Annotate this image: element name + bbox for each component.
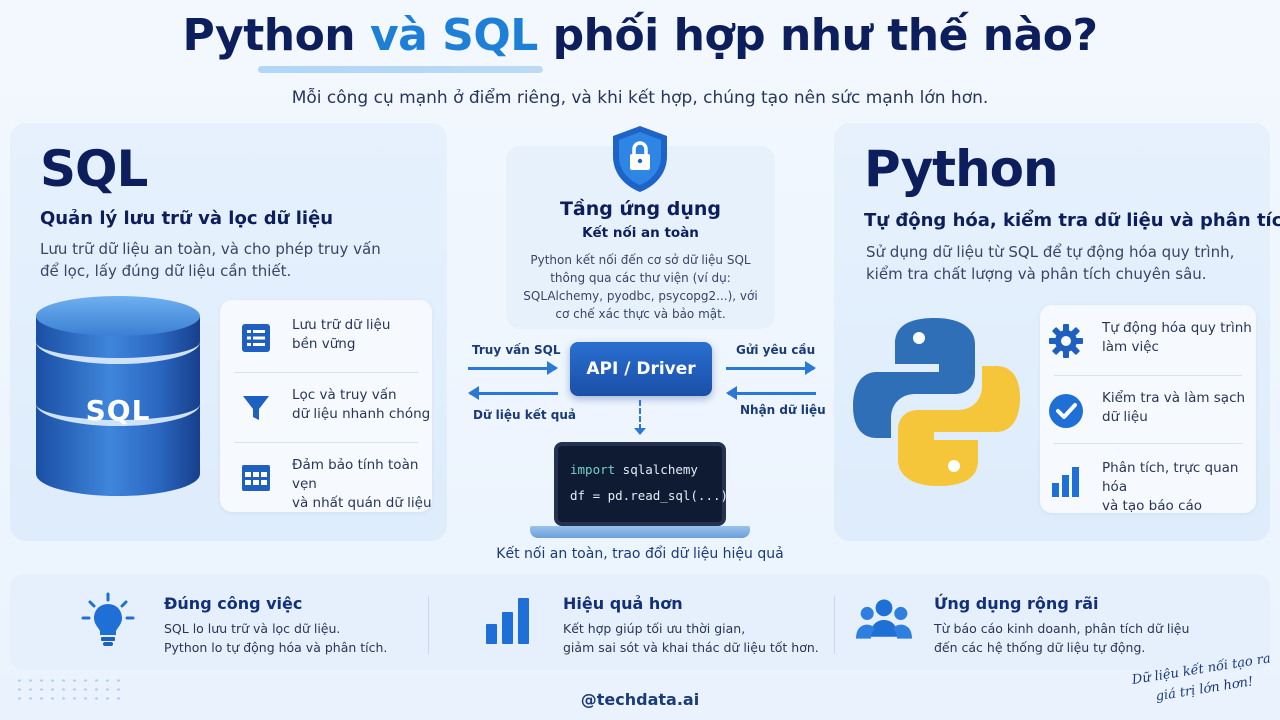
decorative-dots: [14, 676, 124, 706]
sql-feature-label: Đảm bảo tính toàn vẹn và nhất quán dữ li…: [292, 457, 432, 511]
python-feature-card: Tự động hóa quy trình làm việc Kiểm tra …: [1040, 305, 1256, 514]
arrow-right-icon: [726, 361, 816, 375]
page-title: Python và SQL phối hợp như thế nào?: [182, 10, 1098, 61]
sql-feature-integrity: Đảm bảo tính toàn vẹn và nhất quán dữ li…: [220, 442, 432, 511]
users-icon: [856, 599, 912, 639]
benefit-title: Hiệu quả hơn: [563, 594, 683, 613]
python-subheading: Tự động hóa, kiểm tra dữ liệu và phân tí…: [864, 210, 1280, 231]
benefit-text: Kết hợp giúp tối ưu thời gian, giảm sai …: [563, 621, 819, 655]
benefit-right-tool: Đúng công việc SQL lo lưu trữ và lọc dữ …: [10, 574, 420, 670]
app-layer-subtitle: Kết nối an toàn: [582, 225, 699, 241]
sql-feature-card: Lưu trữ dữ liệu bền vững Lọc và truy vấn…: [220, 300, 432, 512]
sql-feature-storage: Lưu trữ dữ liệu bền vững: [220, 302, 432, 370]
python-feature-label: Tự động hóa quy trình làm việc: [1102, 320, 1252, 355]
arrow-label-send-request: Gửi yêu cầu: [736, 343, 816, 357]
filter-icon: [238, 390, 274, 426]
check-circle-icon: [1048, 393, 1084, 429]
code-line-1: import sqlalchemy: [570, 462, 698, 477]
api-driver-button: API / Driver: [570, 342, 712, 396]
arrow-label-result: Dữ liệu kết quả: [473, 408, 577, 422]
database-label: SQL: [85, 394, 151, 427]
arrow-left-icon: [468, 386, 558, 400]
arrow-down-icon: [634, 428, 646, 435]
sql-feature-filter: Lọc và truy vấn dữ liệu nhanh chóng: [220, 372, 432, 440]
brand-handle: @techdata.ai: [580, 690, 700, 709]
python-feature-automation: Tự động hóa quy trình làm việc: [1040, 305, 1256, 373]
benefit-title: Đúng công việc: [164, 594, 303, 613]
python-logo-icon: [853, 318, 1020, 486]
laptop-screen: [554, 442, 726, 526]
lightbulb-icon: [81, 592, 135, 646]
arrow-left-icon: [726, 386, 816, 400]
list-icon: [238, 320, 274, 356]
arrow-label-receive: Nhận dữ liệu: [740, 403, 826, 417]
benefit-separator: [428, 596, 429, 654]
arrow-right-icon: [468, 361, 558, 375]
benefit-text: SQL lo lưu trữ và lọc dữ liệu. Python lo…: [164, 621, 388, 655]
bar-chart-icon: [486, 598, 529, 644]
code-line-2: df = pd.read_sql(...): [570, 488, 729, 503]
gear-icon: [1048, 323, 1084, 359]
laptop-base: [530, 526, 750, 538]
sql-description: Lưu trữ dữ liệu an toàn, và cho phép tru…: [40, 240, 381, 280]
benefit-separator: [834, 596, 835, 654]
python-description: Sử dụng dữ liệu từ SQL để tự động hóa qu…: [866, 243, 1235, 283]
benefit-text: Từ báo cáo kinh doanh, phân tích dữ liệu…: [934, 621, 1190, 655]
sql-subheading: Quản lý lưu trữ và lọc dữ liệu: [40, 208, 334, 229]
python-heading: Python: [864, 140, 1059, 198]
laptop-caption: Kết nối an toàn, trao đổi dữ liệu hiệu q…: [496, 546, 784, 562]
bar-chart-icon: [1048, 463, 1084, 499]
benefits-band: Đúng công việc SQL lo lưu trữ và lọc dữ …: [10, 574, 1270, 670]
python-feature-label: Phân tích, trực quan hóa và tạo báo cáo: [1102, 460, 1239, 514]
sql-feature-label: Lưu trữ dữ liệu bền vững: [292, 317, 391, 352]
arrow-label-sql-query: Truy vấn SQL: [472, 343, 561, 357]
python-feature-label: Kiểm tra và làm sạch dữ liệu: [1102, 390, 1246, 425]
database-icon: [36, 296, 200, 506]
shield-lock-icon: [613, 126, 667, 192]
app-layer-description: Python kết nối đến cơ sở dữ liệu SQL thô…: [523, 253, 758, 321]
page-subtitle: Mỗi công cụ mạnh ở điểm riêng, và khi kế…: [291, 88, 989, 108]
benefit-efficiency: Hiệu quả hơn Kết hợp giúp tối ưu thời gi…: [430, 574, 830, 670]
python-feature-validation: Kiểm tra và làm sạch dữ liệu: [1040, 375, 1256, 443]
benefit-title: Ứng dụng rộng rãi: [934, 594, 1099, 613]
title-underline: [258, 66, 543, 73]
table-icon: [238, 460, 274, 496]
dashed-connector: [639, 400, 641, 430]
app-layer-title: Tầng ứng dụng: [559, 198, 722, 220]
sql-heading: SQL: [40, 140, 148, 198]
benefit-wide-use: Ứng dụng rộng rãi Từ báo cáo kinh doanh,…: [836, 574, 1266, 670]
python-feature-analytics: Phân tích, trực quan hóa và tạo báo cáo: [1040, 445, 1256, 514]
sql-feature-label: Lọc và truy vấn dữ liệu nhanh chóng: [292, 387, 431, 422]
